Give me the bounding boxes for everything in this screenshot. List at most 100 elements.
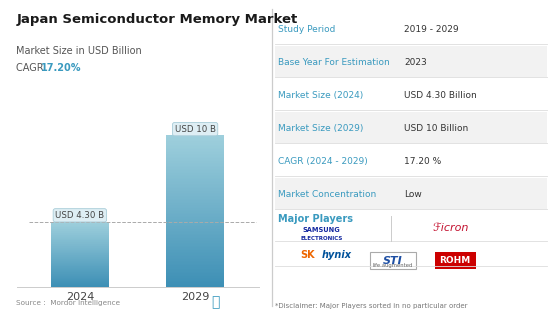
Bar: [166, 272, 224, 273]
Bar: [166, 203, 224, 205]
Bar: [166, 161, 224, 163]
Bar: [51, 264, 109, 265]
Bar: [166, 137, 224, 139]
Text: USD 4.30 Billion: USD 4.30 Billion: [404, 91, 477, 100]
Bar: [166, 190, 224, 192]
Bar: [51, 266, 109, 267]
Bar: [51, 247, 109, 248]
Bar: [166, 211, 224, 213]
Bar: [166, 214, 224, 215]
Bar: [166, 155, 224, 157]
Bar: [166, 145, 224, 146]
Text: USD 10 Billion: USD 10 Billion: [404, 124, 469, 133]
Bar: [51, 267, 109, 268]
Bar: [166, 215, 224, 217]
Bar: [166, 219, 224, 220]
Text: ROHM: ROHM: [439, 256, 470, 265]
Bar: [51, 261, 109, 262]
Text: 17.20%: 17.20%: [41, 63, 82, 73]
Text: USD 10 B: USD 10 B: [174, 125, 216, 134]
Bar: [166, 234, 224, 235]
Bar: [51, 251, 109, 252]
Bar: [166, 160, 224, 161]
Bar: [166, 247, 224, 249]
Bar: [166, 202, 224, 203]
Bar: [51, 257, 109, 258]
Text: *Disclaimer: Major Players sorted in no particular order: *Disclaimer: Major Players sorted in no …: [275, 303, 468, 309]
Bar: [51, 271, 109, 272]
Text: life.augmented: life.augmented: [372, 263, 413, 268]
Bar: [51, 225, 109, 226]
Bar: [166, 276, 224, 278]
Bar: [51, 265, 109, 266]
Bar: [166, 192, 224, 193]
Bar: [166, 135, 224, 137]
Text: Ⓜ: Ⓜ: [212, 295, 220, 309]
Bar: [166, 229, 224, 231]
Bar: [166, 282, 224, 284]
Bar: [51, 237, 109, 238]
Text: Source :  Mordor Intelligence: Source : Mordor Intelligence: [16, 300, 120, 306]
Text: SAMSUNG: SAMSUNG: [303, 227, 340, 233]
Bar: [166, 264, 224, 266]
Bar: [51, 282, 109, 283]
Bar: [51, 241, 109, 242]
Bar: [166, 175, 224, 176]
Bar: [166, 237, 224, 238]
Bar: [51, 284, 109, 285]
Text: STI: STI: [383, 256, 403, 266]
Bar: [166, 185, 224, 187]
Bar: [51, 258, 109, 259]
Bar: [51, 240, 109, 241]
Bar: [166, 167, 224, 169]
Bar: [166, 244, 224, 246]
Bar: [51, 248, 109, 249]
Text: CAGR (2024 - 2029): CAGR (2024 - 2029): [278, 157, 367, 166]
Bar: [166, 213, 224, 214]
Bar: [51, 233, 109, 234]
Bar: [51, 256, 109, 257]
Bar: [166, 170, 224, 172]
Bar: [166, 151, 224, 152]
Bar: [51, 244, 109, 245]
Bar: [51, 269, 109, 270]
Bar: [51, 259, 109, 260]
Bar: [51, 236, 109, 237]
Bar: [166, 139, 224, 140]
Bar: [166, 199, 224, 200]
Text: Market Size (2029): Market Size (2029): [278, 124, 363, 133]
Text: 2019 - 2029: 2019 - 2029: [404, 25, 459, 34]
Bar: [166, 208, 224, 209]
Bar: [166, 220, 224, 222]
Bar: [51, 230, 109, 231]
Bar: [51, 238, 109, 239]
Bar: [166, 260, 224, 261]
Bar: [51, 275, 109, 276]
Bar: [51, 277, 109, 278]
Bar: [166, 140, 224, 141]
Text: Base Year For Estimation: Base Year For Estimation: [278, 58, 389, 67]
Bar: [166, 249, 224, 250]
Bar: [166, 172, 224, 173]
Bar: [166, 157, 224, 158]
Bar: [51, 223, 109, 224]
Bar: [51, 235, 109, 236]
Bar: [166, 154, 224, 155]
Bar: [166, 268, 224, 270]
Bar: [51, 272, 109, 273]
Bar: [51, 231, 109, 232]
Bar: [51, 242, 109, 243]
Bar: [51, 234, 109, 235]
Bar: [166, 198, 224, 199]
Bar: [51, 228, 109, 229]
Bar: [166, 273, 224, 275]
Bar: [166, 253, 224, 255]
Bar: [51, 274, 109, 275]
Bar: [166, 235, 224, 237]
Bar: [166, 222, 224, 223]
Bar: [51, 245, 109, 246]
Bar: [51, 268, 109, 269]
Bar: [51, 270, 109, 271]
Bar: [166, 266, 224, 267]
Bar: [166, 285, 224, 287]
